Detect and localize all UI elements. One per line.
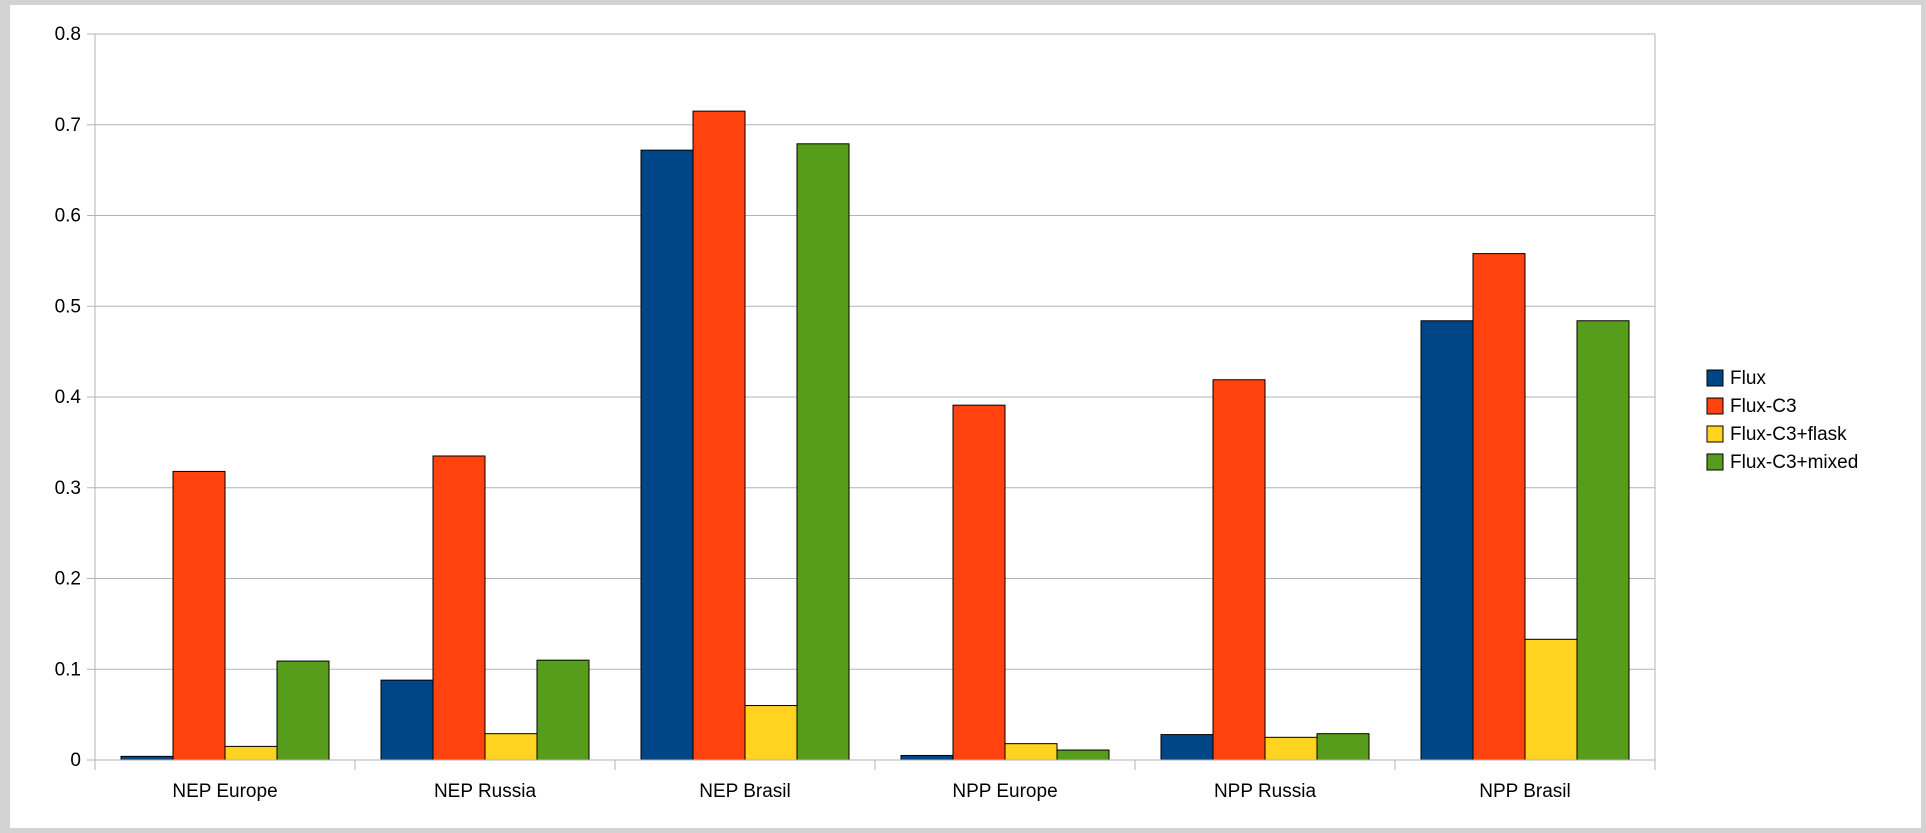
bar-nep-europe-2 [172,470,226,761]
y-tick-label: 0.8 [55,24,81,45]
legend-label: Flux [1730,368,1766,389]
bar-npp-russia-2 [1212,379,1266,761]
y-tick-label: 0.1 [55,659,81,680]
bar-nep-russia-4 [536,659,590,761]
chart-frame: 0 0.1 0.2 0.3 0.4 0.5 0.6 0.7 0.8 NEP Europe NEP … [10,5,1921,828]
x-tick-label: NPP Brasil [1479,781,1571,802]
bar-nep-russia-3 [484,733,538,761]
bar-npp-europe-2 [952,404,1006,761]
legend-swatch [1706,397,1724,415]
legend-label: Flux-C3+mixed [1730,452,1858,473]
legend-label: Flux-C3 [1730,396,1797,417]
y-tick-label: 0 [70,750,81,771]
legend: Flux Flux-C3 Flux-C3+flask Flux-C3+mixed [1706,368,1858,473]
bar-npp-russia-3 [1264,736,1318,761]
y-axis-ticks: 0 0.1 0.2 0.3 0.4 0.5 0.6 0.7 0.8 [55,24,95,771]
x-axis-ticks: NEP Europe NEP Russia NEP Brasil NPP Europe… [94,760,1656,802]
bar-nep-europe-4 [276,660,330,761]
bar-npp-russia-1 [1160,734,1214,761]
y-tick-label: 0.5 [55,296,81,317]
legend-swatch [1706,453,1724,471]
bar-npp-europe-1 [900,754,954,761]
y-tick-label: 0.3 [55,478,81,499]
bar-npp-europe-4 [1056,749,1110,761]
bar-npp-brasil-4 [1576,320,1630,761]
bar-nep-brasil-1 [640,149,694,761]
bar-nep-brasil-4 [796,143,850,761]
bar-npp-russia-4 [1316,733,1370,761]
bar-nep-europe-3 [224,745,278,761]
legend-label: Flux-C3+flask [1730,424,1847,445]
x-tick-label: NEP Europe [172,781,277,802]
bar-chart: 00.10.20.30.40.50.60.70.8 NEP Europe NEP … [55,24,1859,802]
bars [120,110,1630,761]
y-tick-label: 0.4 [55,387,82,408]
bar-npp-europe-3 [1004,743,1058,761]
x-tick-label: NEP Brasil [699,781,791,802]
bar-nep-brasil-3 [744,705,798,761]
y-tick-label: 0.2 [55,569,81,590]
x-tick-label: NEP Russia [434,781,537,802]
x-tick-label: NPP Europe [952,781,1057,802]
bar-nep-brasil-2 [692,110,746,761]
legend-swatch [1706,425,1724,443]
bar-nep-russia-1 [380,679,434,761]
y-tick-label: 0.6 [55,206,81,227]
bar-nep-europe-1 [120,755,174,761]
y-tick-label: 0.7 [55,115,81,136]
bar-npp-brasil-3 [1524,638,1578,761]
legend-swatch [1706,369,1724,387]
bar-npp-brasil-2 [1472,253,1526,761]
x-tick-label: NPP Russia [1214,781,1317,802]
bar-nep-russia-2 [432,455,486,761]
bar-npp-brasil-1 [1420,320,1474,761]
